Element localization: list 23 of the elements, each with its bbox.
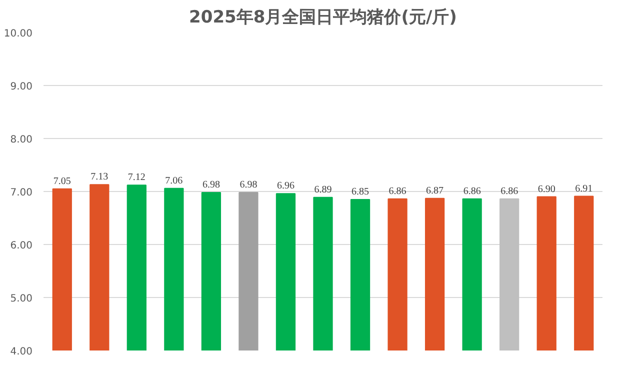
y-tick-label: 7.00 — [10, 188, 32, 198]
y-tick-label: 4.00 — [10, 346, 32, 358]
y-tick-label: 5.00 — [10, 294, 32, 304]
data-label: 6.91 — [575, 183, 593, 194]
data-label: 7.06 — [165, 175, 183, 186]
data-label: 6.86 — [388, 186, 406, 197]
data-label: 6.98 — [202, 180, 220, 191]
data-label: 6.86 — [463, 186, 481, 197]
data-label: 6.98 — [240, 180, 258, 191]
y-tick-label: 6.00 — [10, 240, 32, 252]
data-label: 7.05 — [53, 176, 71, 187]
data-label: 6.85 — [352, 186, 370, 198]
data-label: 6.90 — [538, 184, 556, 195]
chart-title: 2025年8月全国日平均猪价(元/斤) — [189, 8, 457, 28]
data-label: 6.96 — [276, 180, 294, 192]
y-tick-label: 8.00 — [10, 134, 32, 146]
y-tick-label: 9.00 — [10, 82, 32, 92]
y-tick-label: 10.00 — [4, 28, 33, 40]
data-label: 7.12 — [128, 172, 146, 184]
data-label: 6.86 — [500, 186, 518, 197]
data-label: 6.89 — [314, 184, 332, 196]
data-label: 7.13 — [90, 172, 108, 183]
data-label: 6.87 — [426, 185, 444, 196]
